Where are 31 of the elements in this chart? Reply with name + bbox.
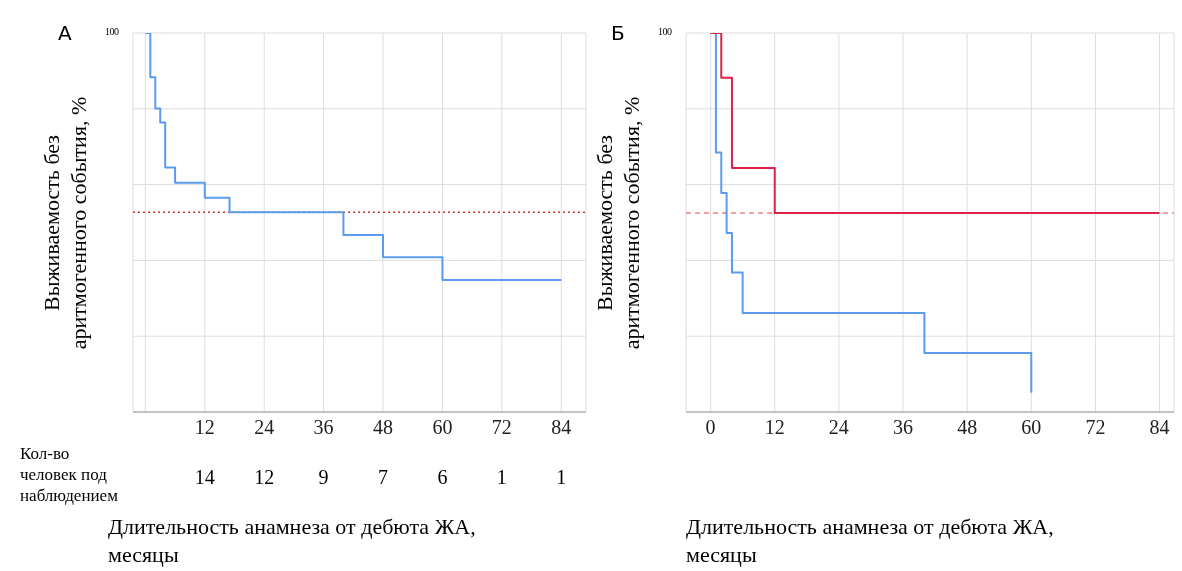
x-tick-label: 12 xyxy=(764,416,785,439)
text: 9 xyxy=(317,466,330,489)
x-axis-title: Длительность анамнеза от дебюта ЖА, месяцы xyxy=(686,513,1055,569)
x-tick-label: 84 xyxy=(1149,416,1170,439)
text: 12 xyxy=(253,466,276,489)
text: 1 xyxy=(495,466,508,489)
x-tick-label: 48 xyxy=(957,416,978,439)
x-tick-label: 0 xyxy=(705,416,716,439)
x-tick-label: 60 xyxy=(1021,416,1042,439)
x-axis-title: Длительность анамнеза от дебюта ЖА, месяцы xyxy=(108,513,477,569)
x-tick-label: 48 xyxy=(373,416,394,439)
x-tick-label: 60 xyxy=(432,416,453,439)
x-tick-label: 24 xyxy=(828,416,849,439)
text: 6 xyxy=(436,466,449,489)
x-tick-label: 72 xyxy=(1085,416,1106,439)
x-tick-label: 72 xyxy=(491,416,512,439)
y-axis-title: Выживаемость без аритмогенного события, % xyxy=(591,95,645,351)
x-tick-label: 84 xyxy=(551,416,572,439)
text: 1 xyxy=(555,466,568,489)
text: Кол-во человек под наблюдением xyxy=(20,443,119,506)
text: 7 xyxy=(377,466,389,489)
x-tick-label: 12 xyxy=(194,416,215,439)
text: 14 xyxy=(193,466,216,489)
y-axis-title: Выживаемость без аритмогенного события, % xyxy=(38,95,92,351)
x-tick-label: 24 xyxy=(254,416,275,439)
chart-title: А xyxy=(58,21,72,45)
text: 100 xyxy=(658,26,672,37)
text: 100 xyxy=(105,26,119,37)
x-tick-label: 36 xyxy=(893,416,914,439)
x-tick-label: 36 xyxy=(313,416,334,439)
chart-title: Б xyxy=(611,21,625,45)
